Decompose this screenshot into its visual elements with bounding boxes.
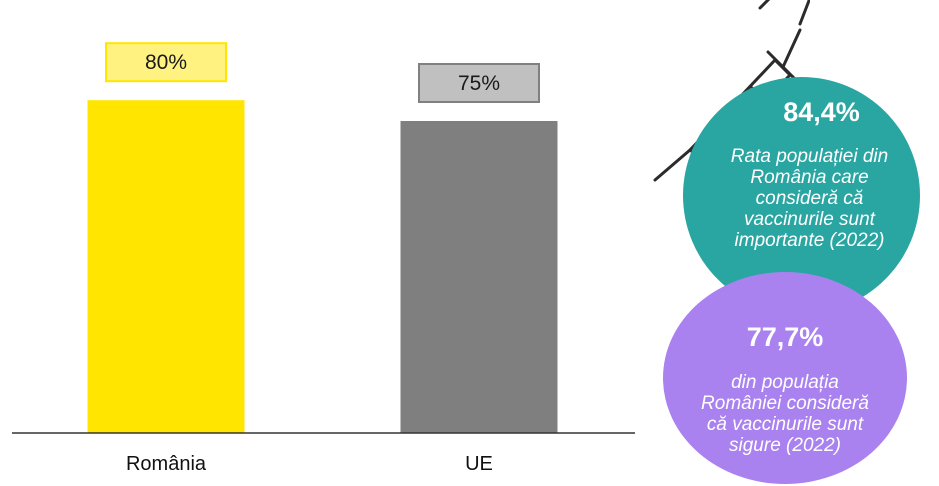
caption-line: consideră că: [755, 188, 864, 209]
stat-circle-important: 84,4% Rata populației din România care c…: [683, 77, 920, 314]
caption-line: României consideră: [701, 393, 869, 414]
caption-line: sigure (2022): [729, 435, 841, 456]
stat-caption-important: Rata populației din România care conside…: [707, 146, 912, 251]
stat-value-important: 84,4%: [783, 97, 860, 127]
stat-caption-safe: din populația României consideră că vacc…: [671, 372, 899, 456]
caption-line: din populația: [731, 372, 839, 393]
category-label: România: [126, 453, 207, 475]
value-label: 75%: [458, 72, 500, 95]
bar-2: [400, 121, 558, 433]
value-label-box: [418, 63, 540, 103]
bar-1: [87, 100, 245, 433]
stat-value-safe: 77,7%: [746, 322, 824, 352]
caption-line: Rata populației din: [730, 146, 889, 167]
caption-line: vaccinurile sunt: [744, 209, 875, 230]
value-label: 80%: [145, 51, 187, 74]
caption-line: România care: [750, 167, 869, 188]
bar-chart: 80% România 75% UE: [12, 42, 635, 475]
caption-line: că vaccinurile sunt: [706, 414, 864, 435]
caption-line: importante (2022): [734, 230, 885, 251]
value-label-box: [105, 42, 227, 83]
stat-circle-safe: 77,7% din populația României consideră c…: [663, 272, 907, 484]
category-label: UE: [465, 453, 493, 475]
